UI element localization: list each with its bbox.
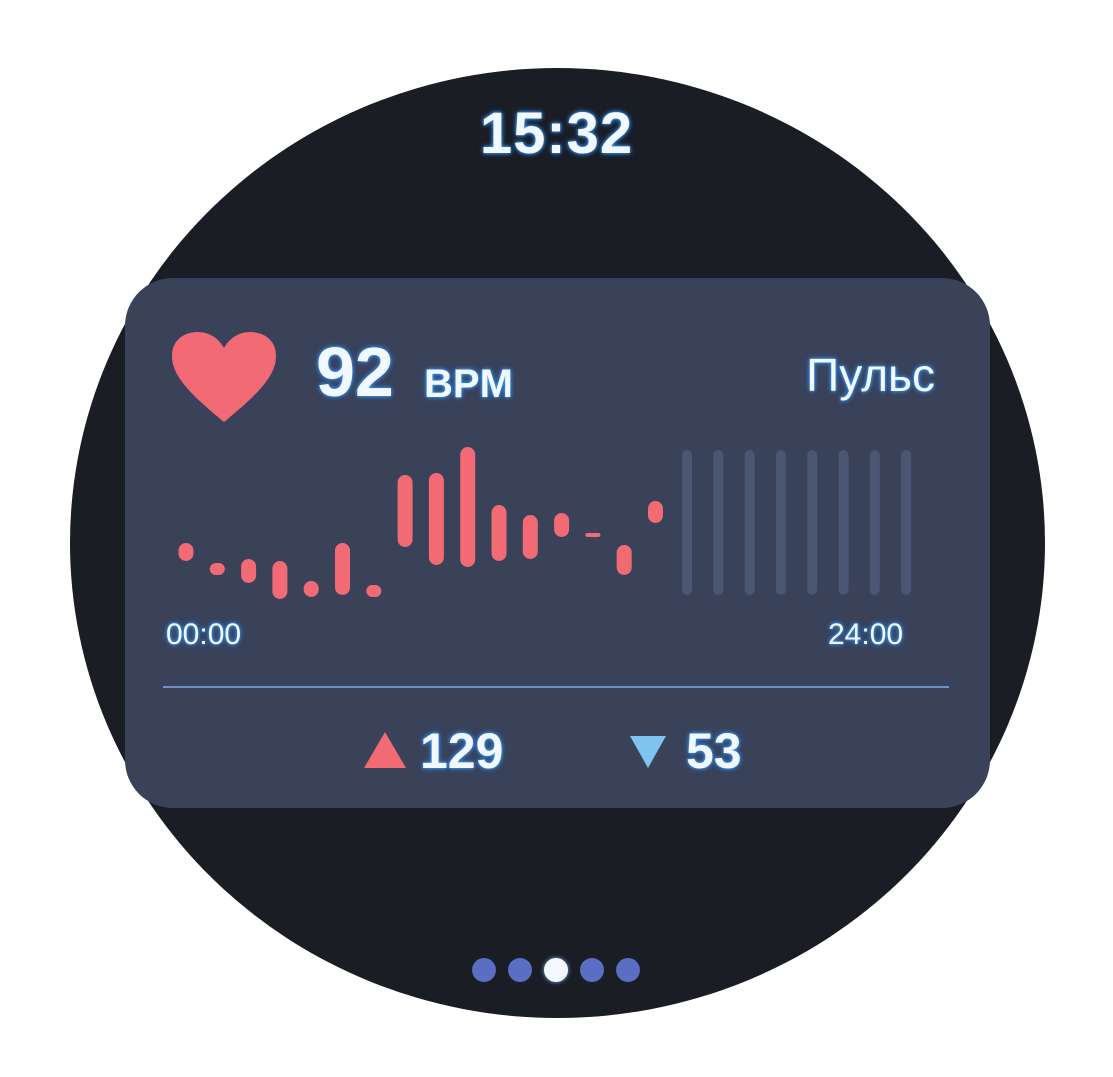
divider bbox=[163, 686, 949, 688]
chart-bar bbox=[272, 561, 288, 599]
clock-time: 15:32 bbox=[479, 101, 634, 166]
x-axis-start-label: 00:00 bbox=[166, 618, 242, 651]
page-indicator[interactable] bbox=[472, 958, 640, 982]
chart-empty-slot bbox=[901, 450, 912, 595]
chart-empty-slot bbox=[682, 450, 692, 595]
chart-bar bbox=[648, 501, 663, 523]
chart-empty-slot bbox=[807, 450, 818, 595]
chart-bar bbox=[303, 581, 319, 597]
max-heart-rate: 129 bbox=[420, 723, 504, 779]
triangle-up-icon bbox=[364, 732, 406, 768]
chart-bar bbox=[209, 563, 225, 575]
page-dot[interactable] bbox=[580, 958, 604, 982]
chart-bar bbox=[335, 543, 350, 595]
chart-bar bbox=[428, 473, 444, 565]
chart-bar bbox=[397, 475, 413, 547]
chart-bar bbox=[178, 543, 194, 561]
triangle-down-icon bbox=[630, 736, 666, 768]
page-dot[interactable] bbox=[616, 958, 640, 982]
heart-rate-unit: BPM bbox=[424, 362, 513, 406]
page-dot[interactable] bbox=[472, 958, 496, 982]
chart-empty-slot bbox=[713, 450, 724, 595]
chart-bar bbox=[460, 447, 476, 567]
chart-empty-slot bbox=[775, 450, 786, 595]
chart-bar bbox=[241, 559, 257, 583]
chart-bar bbox=[585, 533, 601, 537]
x-axis-end-label: 24:00 bbox=[828, 618, 904, 651]
min-heart-rate: 53 bbox=[686, 723, 742, 779]
chart-bar bbox=[366, 585, 382, 597]
heart-icon bbox=[172, 332, 276, 422]
chart-empty-slot bbox=[869, 450, 880, 595]
chart-bar bbox=[616, 545, 632, 575]
chart-empty-slot bbox=[744, 450, 755, 595]
widget-title: Пульс bbox=[806, 349, 935, 401]
page-dot[interactable] bbox=[508, 958, 532, 982]
chart-empty-slot bbox=[838, 450, 849, 595]
chart-bar bbox=[491, 505, 507, 561]
chart-bar bbox=[554, 513, 570, 537]
page-dot[interactable] bbox=[544, 958, 568, 982]
chart-bar bbox=[522, 515, 538, 559]
heart-rate-value: 92 bbox=[316, 333, 394, 411]
